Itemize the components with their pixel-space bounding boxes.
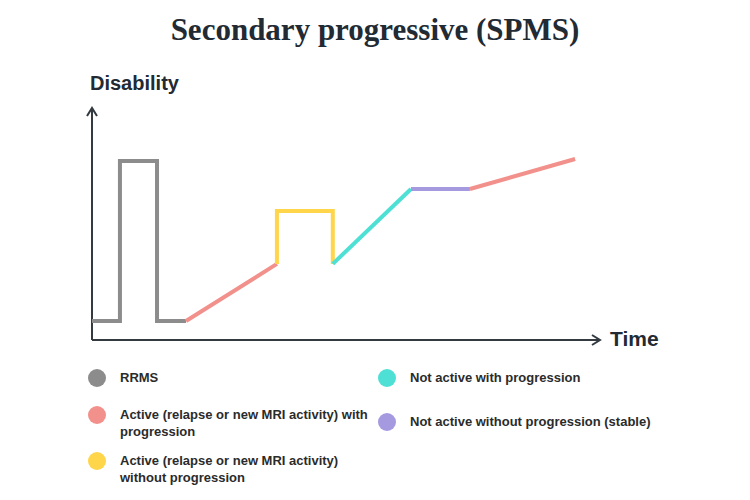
x-axis-label: Time	[610, 327, 659, 350]
series-line	[333, 189, 411, 264]
series-line	[277, 211, 333, 264]
legend-label: Not active with progression	[410, 369, 710, 386]
x-axis	[92, 339, 600, 341]
series-line	[186, 159, 575, 321]
y-axis-arrow	[87, 108, 97, 116]
legend-item: Not active without progression (stable)	[378, 413, 710, 431]
legend-item: Active (relapse or new MRI activity) wit…	[88, 406, 370, 440]
series-line	[411, 187, 470, 191]
x-axis-arrow	[592, 335, 600, 345]
legend-label: Not active without progression (stable)	[410, 413, 710, 430]
plot-area	[92, 159, 575, 321]
legend-item: RRMS	[88, 369, 370, 387]
legend-swatch	[88, 369, 106, 387]
legend-swatch	[378, 413, 396, 431]
legend-item: Not active with progression	[378, 369, 710, 387]
y-axis	[91, 108, 93, 340]
y-axis-label: Disability	[90, 72, 180, 94]
legend-label: Active (relapse or new MRI activity) wit…	[120, 452, 370, 486]
chart-root: Secondary progressive (SPMS) Disability Ti…	[0, 0, 750, 500]
legend-item: Active (relapse or new MRI activity) wit…	[88, 452, 370, 486]
legend-label: RRMS	[120, 369, 370, 386]
legend-swatch	[378, 369, 396, 387]
title: Secondary progressive (SPMS)	[171, 12, 580, 47]
legend-label: Active (relapse or new MRI activity) wit…	[120, 406, 370, 440]
legend-swatch	[88, 406, 106, 424]
series-line	[92, 161, 186, 321]
legend-swatch	[88, 452, 106, 470]
